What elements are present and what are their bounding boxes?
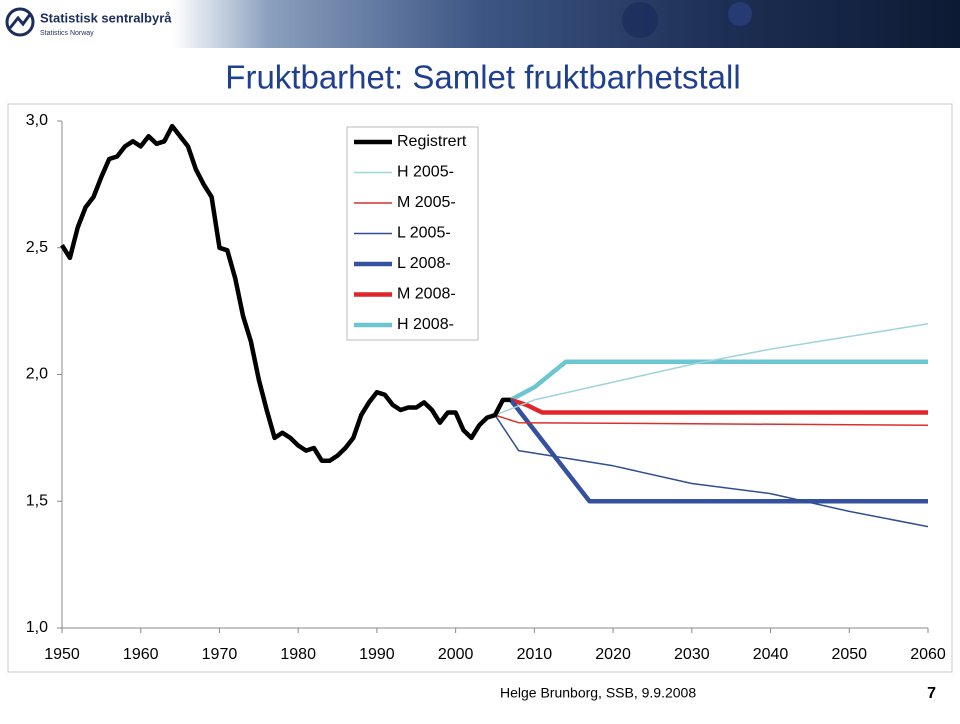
legend-label: Registrert: [397, 133, 467, 150]
header-decor: [622, 2, 658, 38]
header-band: [0, 0, 960, 48]
y-tick-label: 1,5: [26, 492, 48, 509]
legend-label: H 2005-: [397, 164, 454, 181]
series-line: [508, 398, 928, 504]
x-tick-label: 2030: [674, 646, 710, 663]
legend-label: H 2008-: [397, 316, 454, 333]
x-tick-label: 1980: [280, 646, 316, 663]
series-line: [494, 414, 929, 426]
x-tick-label: 2020: [595, 646, 631, 663]
legend-label: L 2008-: [397, 255, 451, 272]
logo-mark: [8, 12, 33, 29]
x-tick-label: 2040: [753, 646, 789, 663]
series-line: [494, 414, 929, 528]
legend-label: L 2005-: [397, 225, 451, 242]
y-tick-label: 3,0: [26, 112, 48, 129]
series-line: [60, 123, 511, 463]
x-tick-label: 2050: [831, 646, 867, 663]
x-tick-label: 2060: [910, 646, 946, 663]
footer-author: Helge Brunborg, SSB, 9.9.2008: [500, 685, 696, 701]
y-tick-label: 2,0: [26, 366, 48, 383]
chart-title: Fruktbarhet: Samlet fruktbarhetstall: [225, 59, 740, 96]
header-decor: [728, 2, 752, 26]
chart-frame: [7, 103, 953, 673]
logo-name: Statistisk sentralbyrå: [40, 10, 172, 25]
x-tick-label: 1970: [202, 646, 238, 663]
x-tick-label: 1960: [123, 646, 159, 663]
legend-label: M 2008-: [397, 286, 456, 303]
x-tick-label: 2000: [438, 646, 474, 663]
y-tick-label: 1,0: [26, 619, 48, 636]
series-line: [509, 359, 928, 402]
x-tick-label: 2010: [517, 646, 553, 663]
y-tick-label: 2,5: [26, 239, 48, 256]
series-line: [494, 323, 929, 416]
x-tick-label: 1990: [359, 646, 395, 663]
legend-label: M 2005-: [397, 194, 456, 211]
series-line: [510, 397, 928, 415]
logo-sub: Statistics Norway: [40, 30, 94, 37]
x-tick-label: 1950: [44, 646, 80, 663]
page-number: 7: [927, 685, 936, 702]
plot: 1,0 1,5 2,0 2,5 3,0 1950 1960 1970 1980 1990 2000 2…: [26, 112, 946, 663]
logo-mark: [5, 7, 35, 37]
